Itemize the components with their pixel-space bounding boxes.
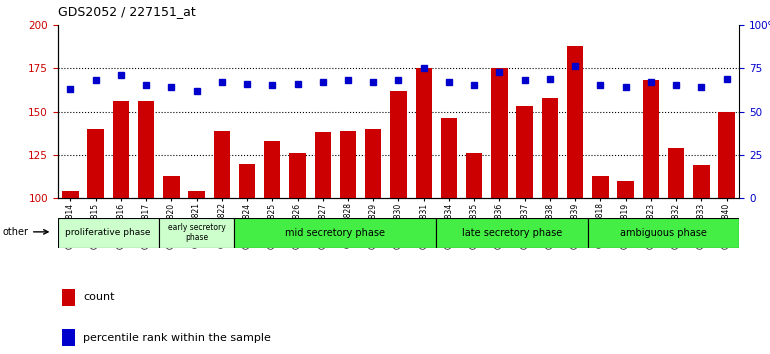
Bar: [264, 141, 280, 198]
Bar: [390, 91, 407, 198]
Bar: [159, 218, 234, 248]
Bar: [643, 80, 659, 198]
Bar: [693, 165, 709, 198]
Bar: [437, 218, 588, 248]
Bar: [340, 131, 357, 198]
Bar: [365, 129, 381, 198]
Bar: [234, 218, 437, 248]
Text: other: other: [2, 227, 28, 237]
Bar: [542, 98, 558, 198]
Bar: [88, 129, 104, 198]
Text: proliferative phase: proliferative phase: [65, 228, 151, 237]
Bar: [718, 112, 735, 198]
Bar: [62, 289, 75, 306]
Bar: [618, 181, 634, 198]
Bar: [163, 176, 179, 198]
Text: mid secretory phase: mid secretory phase: [286, 228, 385, 238]
Bar: [315, 132, 331, 198]
Bar: [491, 68, 507, 198]
Bar: [62, 329, 75, 346]
Text: late secretory phase: late secretory phase: [462, 228, 562, 238]
Bar: [189, 191, 205, 198]
Text: GDS2052 / 227151_at: GDS2052 / 227151_at: [58, 5, 196, 18]
Bar: [213, 131, 230, 198]
Bar: [62, 191, 79, 198]
Text: early secretory
phase: early secretory phase: [168, 223, 226, 242]
Bar: [466, 153, 482, 198]
Bar: [416, 68, 432, 198]
Bar: [592, 176, 608, 198]
Text: count: count: [83, 292, 115, 302]
Bar: [239, 164, 255, 198]
Bar: [668, 148, 685, 198]
Bar: [588, 218, 739, 248]
Bar: [290, 153, 306, 198]
Text: percentile rank within the sample: percentile rank within the sample: [83, 333, 271, 343]
Bar: [112, 101, 129, 198]
Bar: [567, 46, 584, 198]
Bar: [58, 218, 159, 248]
Bar: [138, 101, 154, 198]
Bar: [440, 119, 457, 198]
Bar: [517, 106, 533, 198]
Text: ambiguous phase: ambiguous phase: [620, 228, 707, 238]
